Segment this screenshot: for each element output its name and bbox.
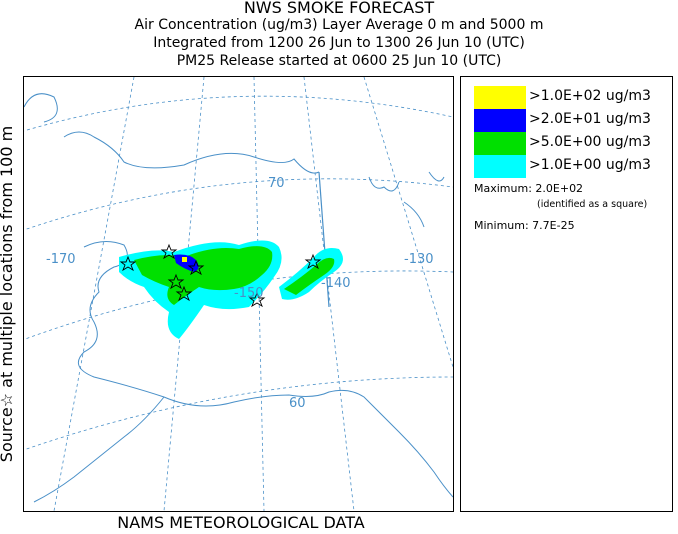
alaska-peninsula <box>33 396 165 503</box>
legend-swatch <box>474 132 526 155</box>
legend-panel: >1.0E+02 ug/m3 >2.0E+01 ug/m3 >5.0E+00 u… <box>460 76 673 512</box>
legend-item-blue: >2.0E+01 ug/m3 <box>474 109 674 132</box>
lon-label-150: -150 <box>234 286 264 301</box>
minimum-value: Minimum: 7.7E-25 <box>474 219 575 232</box>
legend-label: >2.0E+01 ug/m3 <box>529 111 651 127</box>
legend-label: >1.0E+00 ug/m3 <box>529 157 651 173</box>
coastline <box>24 93 453 503</box>
forecast-title: NWS SMOKE FORECAST <box>243 0 435 17</box>
lat-line-60 <box>24 376 453 451</box>
lat-line-75 <box>24 95 453 132</box>
source-label: Source☆ at multiple locations from 100 m <box>0 126 16 463</box>
smoke-map: -170 -150 -140 -130 70 60 <box>24 77 453 511</box>
source-marker <box>187 259 205 276</box>
lon-label-140: -140 <box>321 276 351 291</box>
plume-level-4 <box>182 257 187 262</box>
legend-item-cyan: >1.0E+00 ug/m3 <box>474 155 674 178</box>
smoke-plume <box>119 240 343 339</box>
source-marker <box>175 285 193 302</box>
legend-swatch <box>474 155 526 178</box>
plume-level-2-east <box>284 257 335 295</box>
map-panel: -170 -150 -140 -130 70 60 <box>23 76 454 512</box>
source-marker <box>248 291 266 308</box>
concentration-subtitle: Air Concentration (ug/m3) Layer Average … <box>134 17 544 33</box>
integration-period: Integrated from 1200 26 Jun to 1300 26 J… <box>153 35 525 51</box>
legend-item-green: >5.0E+00 ug/m3 <box>474 132 674 155</box>
legend-label: >5.0E+00 ug/m3 <box>529 134 651 150</box>
maximum-value: Maximum: 2.0E+02 <box>474 182 584 195</box>
lon-line-170 <box>53 77 135 511</box>
data-source-footer: NAMS METEOROLOGICAL DATA <box>117 513 365 532</box>
plume-level-3 <box>174 254 199 272</box>
source-marker <box>160 243 178 260</box>
plume-level-2 <box>134 246 273 305</box>
lon-line-130 <box>363 77 453 368</box>
source-marker <box>119 255 137 272</box>
legend-swatch <box>474 109 526 132</box>
release-info: PM25 Release started at 0600 25 Jun 10 (… <box>176 53 502 69</box>
lat-line-70 <box>24 178 453 231</box>
canadian-arctic-islands <box>368 171 445 228</box>
source-marker <box>167 273 185 290</box>
lon-line-140 <box>303 77 355 511</box>
source-marker <box>304 253 322 270</box>
us-canada-border <box>318 171 330 308</box>
legend-item-yellow: >1.0E+02 ug/m3 <box>474 86 674 109</box>
legend-swatch <box>474 86 526 109</box>
source-markers <box>119 243 322 308</box>
graticule-labels: -170 -150 -140 -130 70 60 <box>46 176 434 411</box>
lat-label-60: 60 <box>289 396 306 411</box>
arctic-coast <box>24 93 320 174</box>
lat-label-70: 70 <box>268 176 285 191</box>
lon-label-130: -130 <box>404 252 434 267</box>
legend-label: >1.0E+02 ug/m3 <box>529 88 651 104</box>
lon-label-170: -170 <box>46 252 76 267</box>
maximum-note: (identified as a square) <box>537 199 648 210</box>
